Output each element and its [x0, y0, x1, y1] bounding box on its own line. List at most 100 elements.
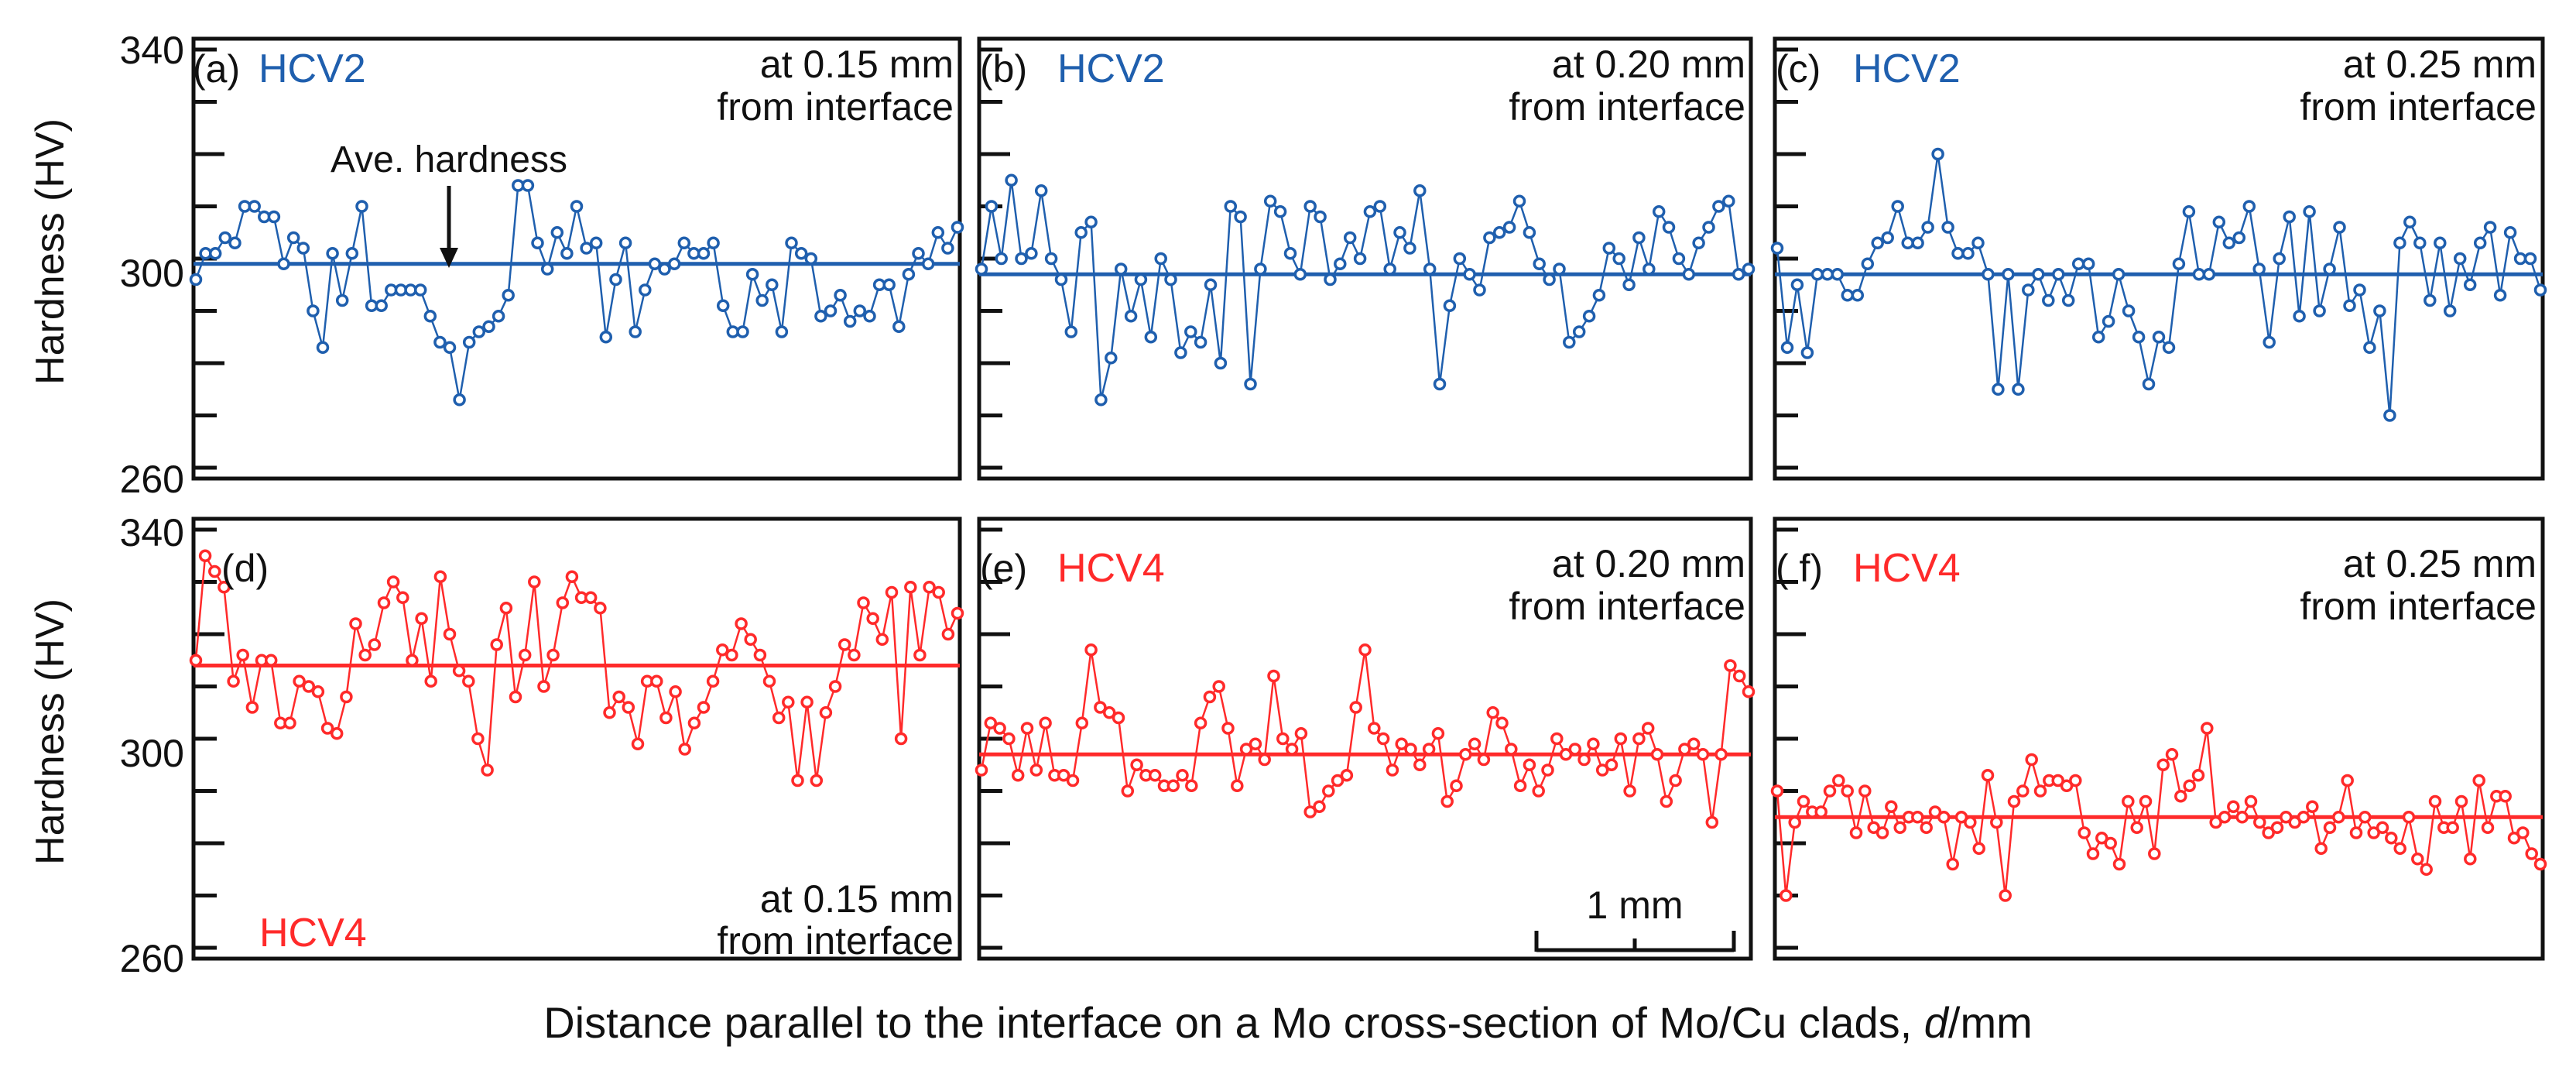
- panel-c-point: [2413, 236, 2427, 250]
- panel-e-point: [1605, 758, 1619, 772]
- panel-f-point: [2095, 832, 2108, 845]
- panel-d-point: [913, 648, 927, 662]
- scale-bar: [1534, 931, 1736, 952]
- panel-f-point: [2454, 794, 2468, 808]
- panel-c-point: [2273, 252, 2286, 266]
- panel-a: (a) HCV2 at 0.15 mm from interface Ave. …: [189, 36, 964, 481]
- panel-c-point: [2363, 341, 2376, 355]
- panel-c-point: [2012, 383, 2025, 396]
- panel-a-point: [639, 283, 652, 297]
- panel-b-point: [1314, 210, 1327, 224]
- panel-e-letter: (e): [980, 547, 1027, 590]
- panel-a-point: [560, 247, 574, 260]
- panel-b-point: [1463, 268, 1476, 281]
- panel-c-point: [1911, 236, 1924, 250]
- panel-e-point: [1724, 659, 1737, 672]
- panel-e-point: [1632, 732, 1646, 746]
- panel-f-point: [2464, 853, 2477, 866]
- panel-a-point: [599, 331, 613, 344]
- panel-e-point: [1376, 732, 1390, 746]
- scale-bar-label: 1 mm: [1587, 884, 1684, 927]
- panel-f-point: [2201, 722, 2214, 735]
- panel-a-point: [785, 236, 798, 250]
- panel-e-point: [1687, 737, 1701, 751]
- panel-e-point: [1294, 727, 1308, 740]
- panel-c-point: [2373, 304, 2386, 317]
- ytick-label-a-260: 260: [120, 458, 184, 501]
- panel-f-point: [2218, 811, 2232, 824]
- panel-b-point: [1523, 226, 1536, 239]
- ytick-label-d-300: 300: [120, 732, 184, 775]
- panel-a-point: [814, 310, 827, 323]
- panel-f-point: [2349, 826, 2363, 839]
- panel-d-point: [264, 654, 278, 667]
- panel-d-point: [866, 612, 879, 626]
- panel-e-point: [1029, 763, 1043, 777]
- panel-e-point: [984, 716, 998, 730]
- panel-d-point: [245, 701, 259, 714]
- panel-e-point: [1057, 769, 1070, 782]
- panel-a-point: [716, 299, 730, 313]
- panel-b-point: [1413, 184, 1427, 197]
- panel-a-annotation: Ave. hardness: [331, 139, 567, 180]
- panel-f-point: [1823, 784, 1837, 798]
- panel-c-point: [2493, 289, 2507, 302]
- panel-e-point: [1121, 784, 1135, 798]
- panel-f-point: [2139, 794, 2153, 808]
- panel-d-point: [311, 685, 325, 698]
- panel-e-point: [1148, 769, 1162, 782]
- panel-c-point: [2303, 205, 2316, 218]
- panel-f-point: [2025, 753, 2038, 767]
- panel-a-point: [745, 268, 759, 281]
- panel-b-point: [1244, 377, 1257, 391]
- panel-c-point: [2283, 210, 2296, 224]
- panel-e-point: [1386, 763, 1399, 777]
- panel-d-point: [490, 638, 503, 651]
- panel-d-plot: [189, 516, 964, 961]
- panel-e-point: [1112, 711, 1125, 725]
- panel-d-point: [622, 701, 635, 714]
- panel-d-point: [415, 612, 428, 626]
- panel-c-point: [2042, 293, 2055, 307]
- panel-e-point: [1732, 669, 1746, 683]
- panel-d-point: [358, 648, 372, 662]
- panel-b-point: [1094, 393, 1108, 407]
- panel-f-point: [2104, 836, 2117, 850]
- panel-b-point: [1543, 273, 1556, 287]
- panel-b-point: [1582, 310, 1596, 323]
- panel-f-point: [2191, 769, 2205, 782]
- panel-b-point: [1572, 325, 1586, 338]
- panel-b-point: [1174, 346, 1187, 359]
- panel-d-point: [208, 564, 221, 578]
- panel-b-point: [1502, 221, 1516, 234]
- panel-f-point: [2446, 821, 2459, 835]
- panel-c-point: [1941, 221, 1954, 234]
- panel-c-point: [2172, 257, 2186, 271]
- panel-b-point: [1084, 215, 1098, 229]
- panel-a-point: [550, 226, 564, 239]
- panel-b-position-line1: at 0.20 mm: [1552, 43, 1745, 86]
- panel-f-point: [2069, 774, 2082, 787]
- panel-d-point: [396, 591, 409, 605]
- panel-e-point: [1532, 784, 1545, 798]
- panel-f-point: [1937, 811, 1951, 824]
- panel-b-point: [1403, 242, 1416, 255]
- ytick-label-a-300: 300: [120, 252, 184, 295]
- panel-f-point: [1981, 769, 1995, 782]
- panel-f-point: [2007, 794, 2021, 808]
- panel-e-point: [1368, 722, 1381, 735]
- panel-d-point: [546, 648, 560, 662]
- panel-c-point: [1921, 221, 1934, 234]
- panel-d-point: [584, 591, 598, 605]
- panel-d-point: [932, 585, 945, 599]
- panel-e-point: [1331, 774, 1345, 787]
- panel-e-point: [1678, 743, 1691, 756]
- panel-a-point: [882, 278, 896, 292]
- panel-f-point: [1858, 784, 1872, 798]
- panel-e-point: [1358, 643, 1372, 657]
- panel-d-point: [236, 648, 249, 662]
- panel-d-point: [650, 674, 663, 688]
- panel-c-point: [1831, 268, 1845, 281]
- panel-f-point: [2306, 800, 2319, 814]
- panel-a-point: [618, 236, 632, 250]
